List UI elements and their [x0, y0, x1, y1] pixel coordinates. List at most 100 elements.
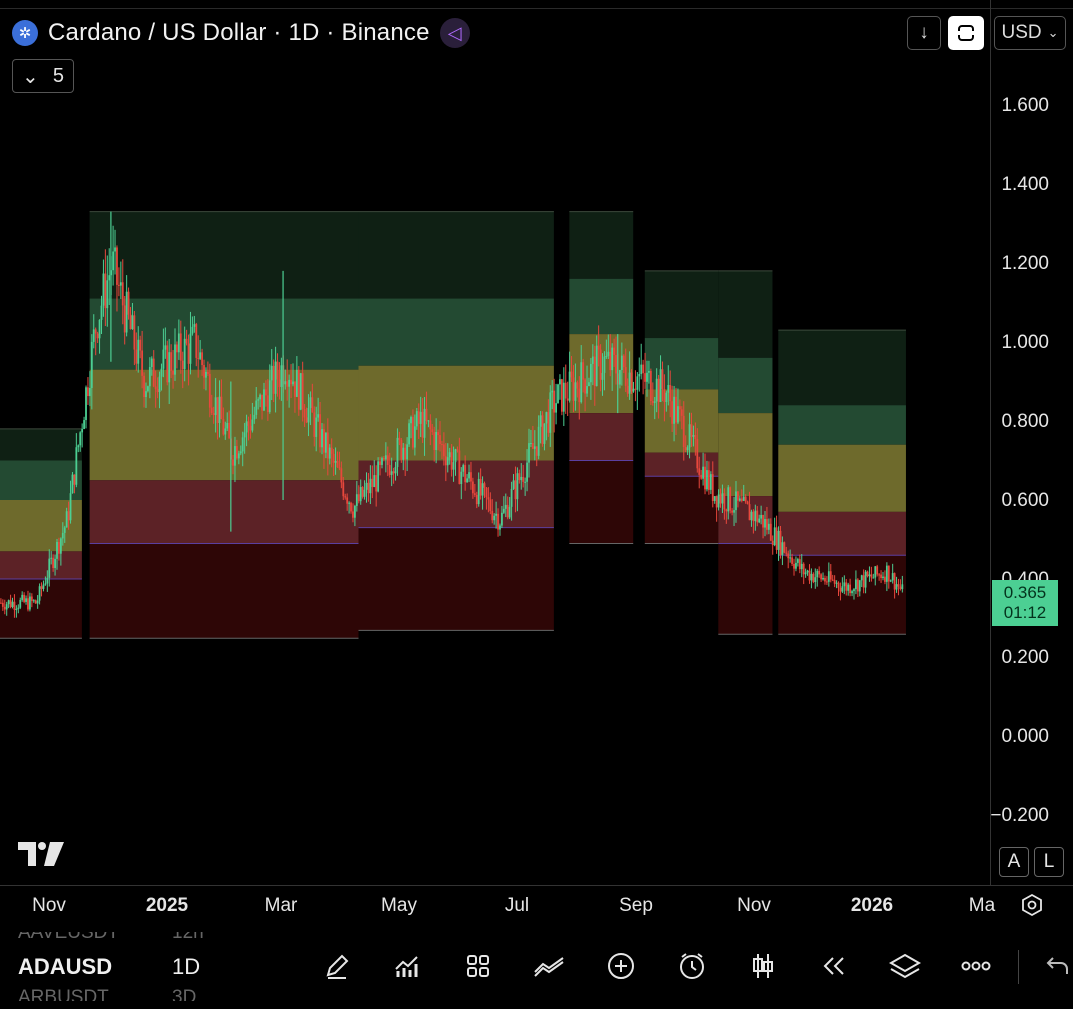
candle-body — [181, 360, 184, 370]
candle-body — [342, 482, 345, 497]
candle-body — [104, 273, 107, 309]
indicators-toggle[interactable]: ⌄ 5 — [12, 59, 74, 93]
log-scale-button[interactable]: L — [1034, 847, 1064, 877]
band-zone — [644, 476, 719, 544]
share-icon[interactable]: ◁ — [439, 18, 470, 48]
price-axis-label: 0.200 — [1001, 647, 1049, 668]
grid-shape — [467, 955, 489, 977]
candle-body — [746, 501, 749, 505]
candle-body — [435, 432, 438, 451]
candle-body — [48, 558, 51, 578]
candle-body — [853, 589, 855, 592]
candle-body — [787, 553, 790, 559]
candle-body — [713, 496, 716, 501]
band-zone — [358, 527, 554, 631]
replay-icon[interactable] — [814, 946, 854, 986]
candle-body — [249, 425, 252, 431]
strategy-icon[interactable] — [530, 946, 570, 986]
candle-body — [176, 344, 178, 353]
candle-body — [470, 472, 472, 482]
undo-shape — [1046, 957, 1068, 974]
band-zone — [569, 278, 634, 335]
candle-body — [268, 380, 271, 413]
candle-body — [152, 358, 155, 387]
alert-clock-icon[interactable] — [672, 946, 712, 986]
candle-body — [472, 481, 474, 494]
candle-style-icon[interactable] — [743, 946, 783, 986]
price-axis-label: 0.600 — [1001, 490, 1049, 511]
candle-body — [191, 326, 194, 334]
indicators-icon[interactable] — [387, 946, 427, 986]
candle-body — [129, 314, 132, 330]
candle-body — [263, 389, 265, 411]
candle-body — [338, 467, 341, 469]
watchlist-active-tf[interactable]: 1D — [172, 954, 201, 979]
band-zone — [89, 211, 359, 299]
candle-body — [305, 417, 308, 423]
candle-body — [514, 480, 517, 500]
candle-body — [224, 428, 227, 435]
candle-body — [891, 573, 894, 581]
currency-select[interactable]: USD ⌄ — [994, 16, 1066, 50]
candle-body — [711, 474, 714, 501]
band-zone — [0, 460, 82, 500]
candle-body — [177, 333, 180, 353]
undo-icon[interactable] — [1038, 946, 1073, 986]
candle-body — [253, 414, 256, 420]
candle-body — [90, 341, 93, 388]
candle-body — [243, 432, 246, 438]
candle-body — [673, 396, 675, 424]
candle-body — [208, 373, 211, 408]
candle-body — [680, 409, 683, 416]
chart-area[interactable] — [0, 0, 990, 885]
band-zone — [358, 298, 554, 366]
layers-icon[interactable] — [885, 946, 925, 986]
candle-body — [431, 429, 434, 433]
candle-body — [71, 474, 74, 494]
candle-body — [837, 582, 840, 588]
candle-body — [123, 305, 126, 333]
candle-body — [5, 604, 8, 610]
candle-body — [205, 371, 207, 378]
candle-body — [628, 372, 631, 394]
candle-body — [0, 602, 2, 604]
candle-body — [468, 472, 470, 479]
candle-body — [3, 606, 6, 610]
price-chart[interactable] — [0, 0, 990, 885]
candle-body — [460, 471, 463, 485]
candle-body — [326, 432, 329, 459]
fullscreen-button[interactable] — [948, 16, 984, 50]
band-zone — [778, 330, 906, 406]
candle-body — [313, 412, 316, 437]
candle-body — [717, 494, 720, 508]
candle-body — [646, 372, 648, 382]
candle-body — [593, 356, 596, 387]
more-icon[interactable] — [956, 946, 996, 986]
candle-body — [63, 527, 66, 533]
grid-icon[interactable] — [458, 946, 498, 986]
candle-body — [77, 445, 80, 448]
candle-body — [586, 386, 588, 394]
candle-body — [330, 447, 333, 454]
band-zone — [778, 444, 906, 512]
candle-body — [73, 474, 76, 485]
drawing-pen-icon[interactable] — [317, 946, 357, 986]
candle-body — [50, 557, 53, 559]
candle-body — [441, 444, 443, 446]
candle-body — [522, 476, 525, 482]
candle-body — [495, 513, 498, 516]
watchlist-next-symbol[interactable]: ARBUSDT — [18, 987, 109, 1008]
candle-body — [849, 584, 852, 594]
candle-body — [624, 367, 627, 386]
scroll-down-button[interactable]: ↓ — [907, 16, 941, 50]
add-icon[interactable] — [601, 946, 641, 986]
chart-settings-icon[interactable] — [1020, 893, 1044, 923]
symbol-title[interactable]: Cardano / US Dollar · 1D · Binance — [48, 19, 430, 46]
candle-body — [448, 452, 451, 458]
time-axis-label: Nov — [32, 895, 66, 916]
candle-body — [425, 408, 428, 421]
watchlist-prev-symbol[interactable]: AAVEUSDT — [18, 922, 120, 943]
watchlist-active-symbol[interactable]: ADAUSD — [18, 954, 113, 979]
auto-scale-button[interactable]: A — [999, 847, 1029, 877]
candle-body — [464, 465, 467, 483]
